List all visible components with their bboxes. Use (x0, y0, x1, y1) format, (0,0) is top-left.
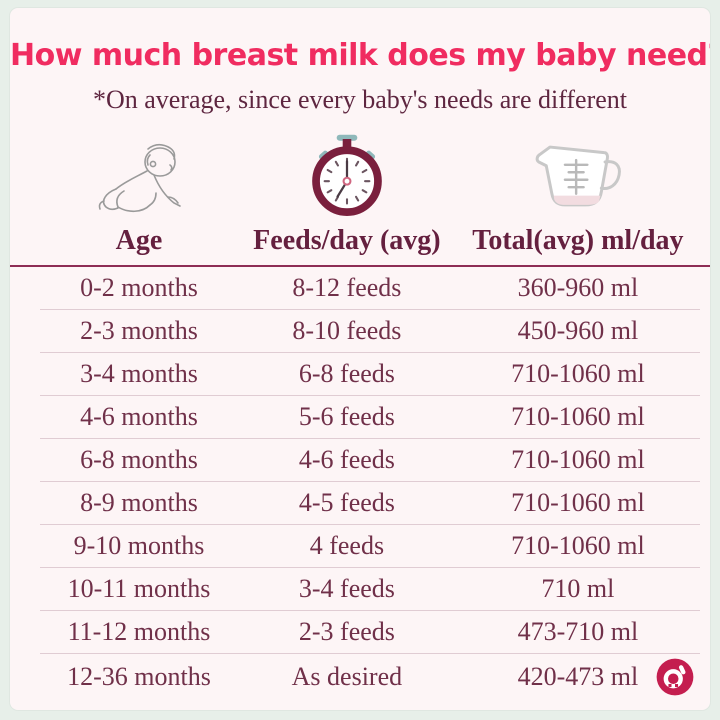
age-cell: 8-9 months (80, 488, 198, 517)
measuring-cup-icon (522, 134, 634, 223)
page-title: How much breast milk does my baby need? (10, 38, 710, 73)
total-cell: 360-960 ml (517, 273, 639, 302)
table-row: 2-3 months 8-10 feeds 450-960 ml (40, 310, 700, 353)
infographic-card: How much breast milk does my baby need? … (10, 8, 710, 710)
total-cell: 710-1060 ml (511, 488, 645, 517)
total-cell: 450-960 ml (517, 316, 639, 345)
feeds-cell: As desired (291, 662, 403, 691)
header-feeds-per-day: Feeds/day (avg) (253, 225, 441, 256)
header-total-ml-per-day: Total(avg) ml/day (472, 225, 684, 256)
feeds-cell: 3-4 feeds (298, 574, 395, 603)
table-row: 9-10 months 4 feeds 710-1060 ml (40, 525, 700, 568)
glow-logo-icon (654, 656, 696, 698)
column-icons-row (40, 133, 700, 219)
feeding-table: 0-2 months 8-12 feeds 360-960 ml 2-3 mon… (10, 265, 710, 700)
table-row: 6-8 months 4-6 feeds 710-1060 ml (40, 439, 700, 482)
table-row: 11-12 months 2-3 feeds 473-710 ml (40, 611, 700, 654)
age-cell: 0-2 months (80, 273, 198, 302)
age-icon-cell (40, 133, 238, 224)
age-cell: 4-6 months (80, 402, 198, 431)
feeds-cell: 5-6 feeds (298, 402, 395, 431)
feeds-cell: 4-5 feeds (298, 488, 395, 517)
table-row: 3-4 months 6-8 feeds 710-1060 ml (40, 353, 700, 396)
table-row: 0-2 months 8-12 feeds 360-960 ml (40, 267, 700, 310)
total-cell: 710-1060 ml (511, 531, 645, 560)
baby-crawling-icon (84, 135, 194, 222)
feeds-cell: 6-8 feeds (298, 359, 395, 388)
feeds-cell: 8-12 feeds (292, 273, 402, 302)
age-cell: 2-3 months (80, 316, 198, 345)
total-cell: 420-473 ml (517, 662, 639, 691)
table-row: 12-36 months As desired 420-473 ml (40, 654, 700, 700)
feeds-cell: 4-6 feeds (298, 445, 395, 474)
age-cell: 9-10 months (73, 531, 205, 560)
age-cell: 12-36 months (67, 662, 211, 691)
feeds-icon-cell (238, 133, 456, 224)
age-cell: 6-8 months (80, 445, 198, 474)
total-cell: 710 ml (541, 574, 615, 603)
table-header-row: Age Feeds/day (avg) Total(avg) ml/day (40, 221, 700, 261)
table-row: 4-6 months 5-6 feeds 710-1060 ml (40, 396, 700, 439)
total-icon-cell (456, 133, 700, 224)
table-row: 10-11 months 3-4 feeds 710 ml (40, 568, 700, 611)
total-cell: 710-1060 ml (511, 402, 645, 431)
age-cell: 3-4 months (80, 359, 198, 388)
total-cell: 710-1060 ml (511, 359, 645, 388)
header-age: Age (115, 225, 163, 256)
feeds-cell: 2-3 feeds (298, 617, 395, 646)
total-cell: 710-1060 ml (511, 445, 645, 474)
feeds-cell: 8-10 feeds (292, 316, 402, 345)
age-cell: 10-11 months (67, 574, 211, 603)
total-cell: 473-710 ml (517, 617, 639, 646)
table-row: 8-9 months 4-5 feeds 710-1060 ml (40, 482, 700, 525)
feeds-cell: 4 feeds (309, 531, 385, 560)
age-cell: 11-12 months (67, 617, 211, 646)
stopwatch-icon (304, 133, 390, 224)
page-subtitle: *On average, since every baby's needs ar… (92, 85, 628, 114)
